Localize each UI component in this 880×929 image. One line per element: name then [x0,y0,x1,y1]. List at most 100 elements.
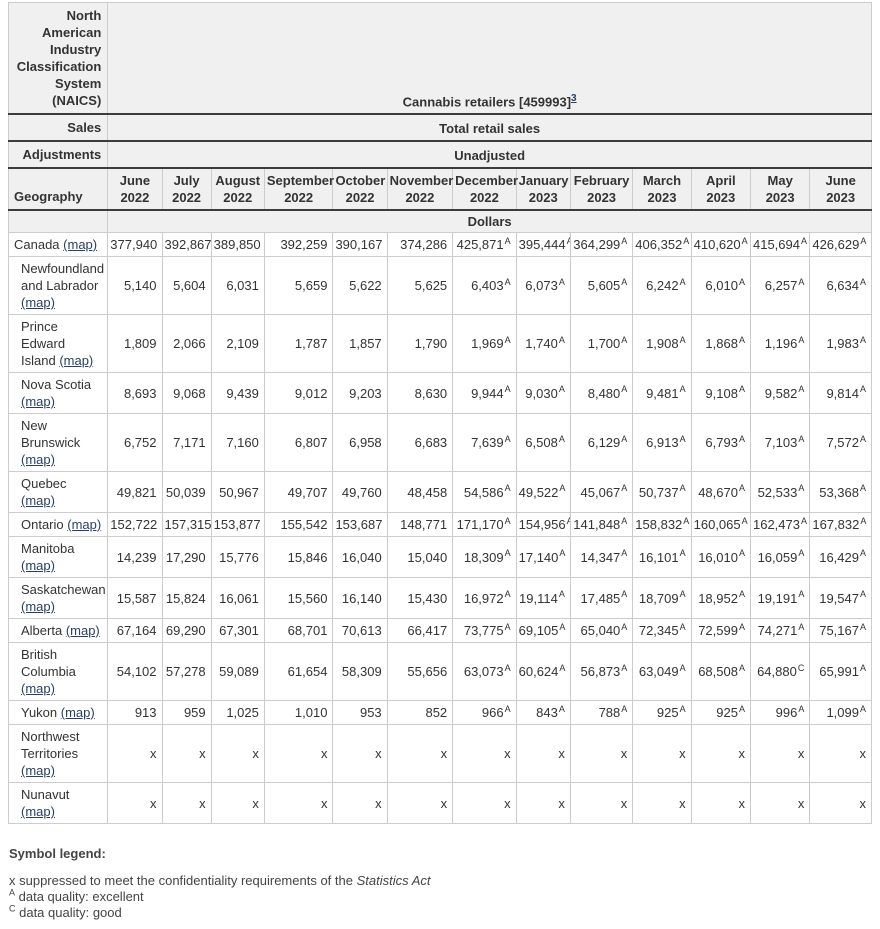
value-cell: 66,417 [386,618,454,643]
geography-name: New Brunswick [21,418,81,450]
value-cell: x [569,782,634,824]
geography-name: Newfoundland and Labrador [21,261,105,293]
value-cell: 57,278 [161,642,212,701]
value-cell: 17,290 [161,536,212,578]
map-link[interactable]: (map) [21,804,55,819]
value-cell: 15,430 [386,577,454,619]
value-cell: 390,167 [332,232,388,257]
data-quality-flag: A [859,384,866,395]
data-quality-flag: A [558,334,565,345]
table-body: Canada (map) 377,940 392,867 389,850 392,259… [7,232,872,824]
legend-italic-text: Statistics Act [356,873,431,888]
data-quality-flag: A [683,515,690,526]
data-quality-flag: A [679,276,686,287]
value-cell: 6,752 [107,413,163,472]
value-cell: 153,877 [210,512,265,537]
data-quality-flag: A [679,589,686,600]
data-quality-flag: A [800,235,807,246]
value-cell: 6,031 [210,256,265,315]
geography-cell: Quebec (map) [7,471,109,513]
value-cell: 966A [452,700,517,725]
table-row: Nunavut (map) x x x x x x x x x x x x x [7,782,872,824]
sales-header-row: Sales Total retail sales [7,113,872,142]
data-quality-flag: A [859,276,866,287]
map-link[interactable]: (map) [63,237,98,252]
geography-cell: Yukon (map) [7,700,109,725]
map-link[interactable]: (map) [67,517,102,532]
value-cell: 63,073A [452,642,517,701]
month-header: June 2022 [107,167,163,211]
month-header: August 2022 [210,167,265,211]
map-link[interactable]: (map) [21,452,55,467]
value-cell: 1,868A [690,314,751,373]
geography-name: Northwest Territories [21,729,80,761]
value-cell: 64,880C [749,642,811,701]
map-link[interactable]: (map) [21,394,55,409]
map-link[interactable]: (map) [21,763,55,778]
map-link[interactable]: (map) [21,681,55,696]
data-quality-flag: A [738,433,745,444]
value-cell: x [515,782,571,824]
data-quality-flag: A [679,662,686,673]
value-cell: 61,654 [263,642,334,701]
data-quality-flag: A [798,548,805,559]
value-cell: 16,429A [809,536,872,578]
value-cell: x [452,782,517,824]
value-cell: x [107,782,163,824]
value-cell: 959 [161,700,212,725]
geography-name: British Columbia [21,647,76,679]
value-cell: 58,309 [332,642,388,701]
value-cell: 1,700A [569,314,634,373]
map-link[interactable]: (map) [65,623,100,638]
data-quality-flag: A [798,703,805,714]
data-quality-flag: A [504,384,511,395]
map-link[interactable]: (map) [21,558,55,573]
data-quality-flag: A [738,589,745,600]
map-link[interactable]: (map) [21,295,55,310]
data-quality-flag: A [859,662,866,673]
data-quality-flag: A [800,515,807,526]
unit-row: Dollars [7,209,872,233]
adjustments-stub-label: Adjustments [7,140,109,169]
table-row: Alberta (map) 67,164 69,290 67,301 68,701 70,… [7,618,872,643]
value-cell: 19,547A [809,577,872,619]
value-cell: 389,850 [210,232,265,257]
map-link[interactable]: (map) [21,599,55,614]
value-cell: x [263,782,334,824]
value-cell: 171,170A [452,512,517,537]
naics-footnote-link[interactable]: 3 [571,92,577,104]
industry-label: Cannabis retailers [459993] [402,94,572,109]
data-quality-flag: A [859,589,866,600]
map-link[interactable]: (map) [60,705,95,720]
data-quality-flag: A [738,334,745,345]
value-cell: 14,347A [569,536,634,578]
month-header: April 2023 [690,167,751,211]
value-cell: 141,848A [569,512,634,537]
data-quality-flag: A [860,515,867,526]
value-cell: 68,701 [263,618,334,643]
value-cell: 2,109 [210,314,265,373]
value-cell: 67,301 [210,618,265,643]
data-quality-flag: A [738,662,745,673]
legend-item: x suppressed to meet the confidentiality… [9,873,431,888]
map-link[interactable]: (map) [21,493,55,508]
value-cell: 7,639A [452,413,517,472]
data-quality-flag: A [559,662,566,673]
adjustments-value: Unadjusted [107,140,872,169]
value-cell: 16,101A [632,536,692,578]
map-link[interactable]: (map) [59,353,94,368]
legend-items: x suppressed to meet the confidentiality… [9,873,872,921]
legend-title: Symbol legend: [9,846,106,861]
value-cell: 9,944A [452,372,517,414]
data-quality-flag: A [798,621,805,632]
value-cell: 49,760 [332,471,388,513]
value-cell: 60,624A [515,642,571,701]
geography-cell: British Columbia (map) [7,642,109,701]
value-cell: 392,867 [161,232,212,257]
value-cell: x [210,782,265,824]
data-quality-flag: A [859,703,866,714]
month-header: May 2023 [749,167,811,211]
table-row: Quebec (map) 49,821 50,039 50,967 49,707 49,7… [7,471,872,513]
value-cell: 50,737A [632,471,692,513]
data-quality-flag: A [504,703,511,714]
